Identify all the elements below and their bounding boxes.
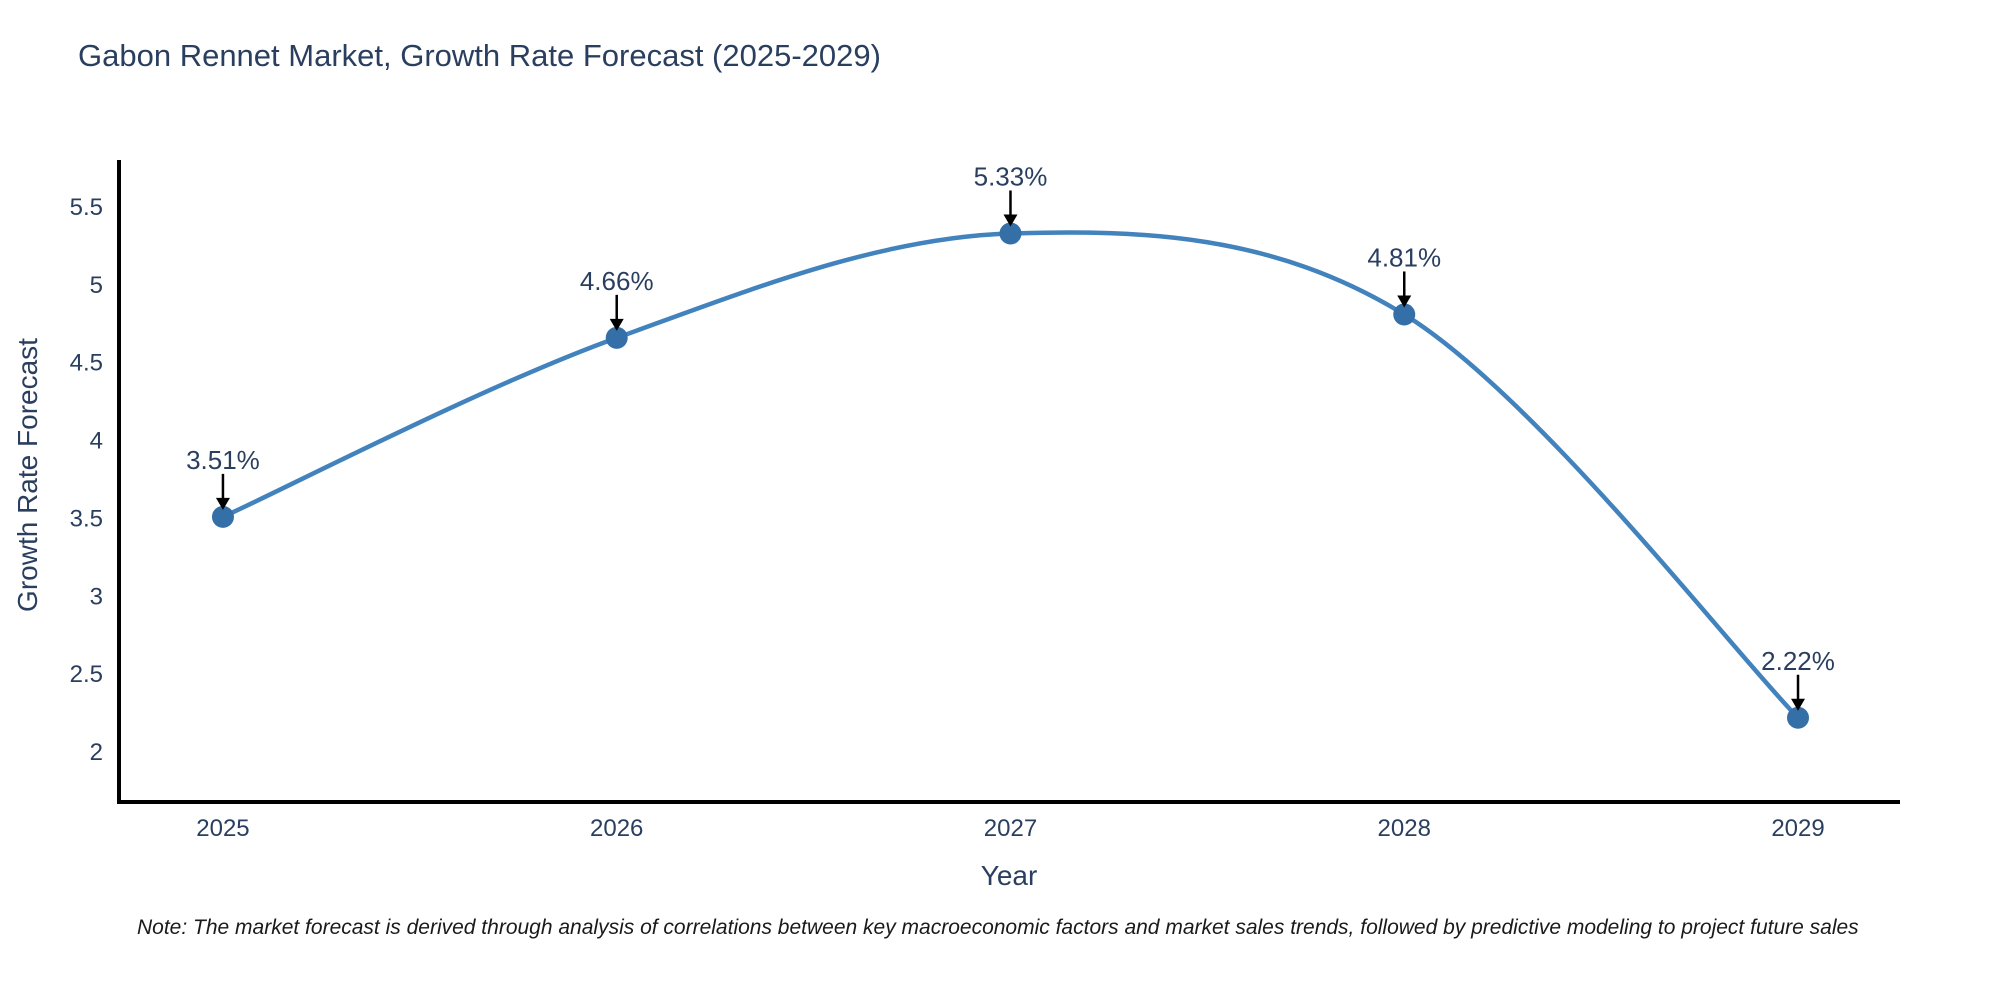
y-tick-label-5.5: 5.5 (70, 194, 103, 221)
y-tick-label-5: 5 (90, 272, 103, 299)
x-tick-label-2025: 2025 (196, 815, 249, 842)
annotation-label-2026: 4.66% (580, 266, 654, 296)
data-point-2027 (999, 222, 1022, 245)
annotation-label-2027: 5.33% (974, 161, 1048, 191)
x-tick-label-2028: 2028 (1378, 815, 1431, 842)
data-point-2026 (605, 326, 628, 349)
y-tick-label-4: 4 (90, 428, 103, 455)
y-tick-label-2.5: 2.5 (70, 661, 103, 688)
y-tick-label-2: 2 (90, 739, 103, 766)
annotation-label-2028: 4.81% (1367, 242, 1441, 272)
forecast-line (220, 230, 1801, 721)
annotation-label-2029: 2.22% (1761, 646, 1835, 676)
data-point-2029 (1787, 706, 1810, 729)
footnote: Note: The market forecast is derived thr… (137, 916, 1859, 939)
y-tick-label-4.5: 4.5 (70, 350, 103, 377)
y-tick-label-3.5: 3.5 (70, 505, 103, 532)
annotation-arrowhead-2025 (215, 497, 230, 510)
annotation-arrowhead-2026 (609, 318, 624, 331)
x-tick-label-2027: 2027 (984, 815, 1037, 842)
annotation-arrowhead-2028 (1397, 295, 1412, 308)
y-axis-title: Growth Rate Forecast (12, 338, 43, 612)
y-tick-label-3: 3 (90, 583, 103, 610)
annotation-arrowhead-2027 (1003, 214, 1018, 227)
annotation-arrowhead-2029 (1791, 698, 1806, 711)
x-axis-title: Year (980, 860, 1038, 891)
data-point-2025 (211, 505, 234, 528)
chart-title: Gabon Rennet Market, Growth Rate Forecas… (78, 38, 881, 73)
x-tick-label-2026: 2026 (590, 815, 643, 842)
data-point-2028 (1393, 303, 1416, 326)
x-tick-label-2029: 2029 (1771, 815, 1824, 842)
annotation-label-2025: 3.51% (186, 445, 260, 475)
